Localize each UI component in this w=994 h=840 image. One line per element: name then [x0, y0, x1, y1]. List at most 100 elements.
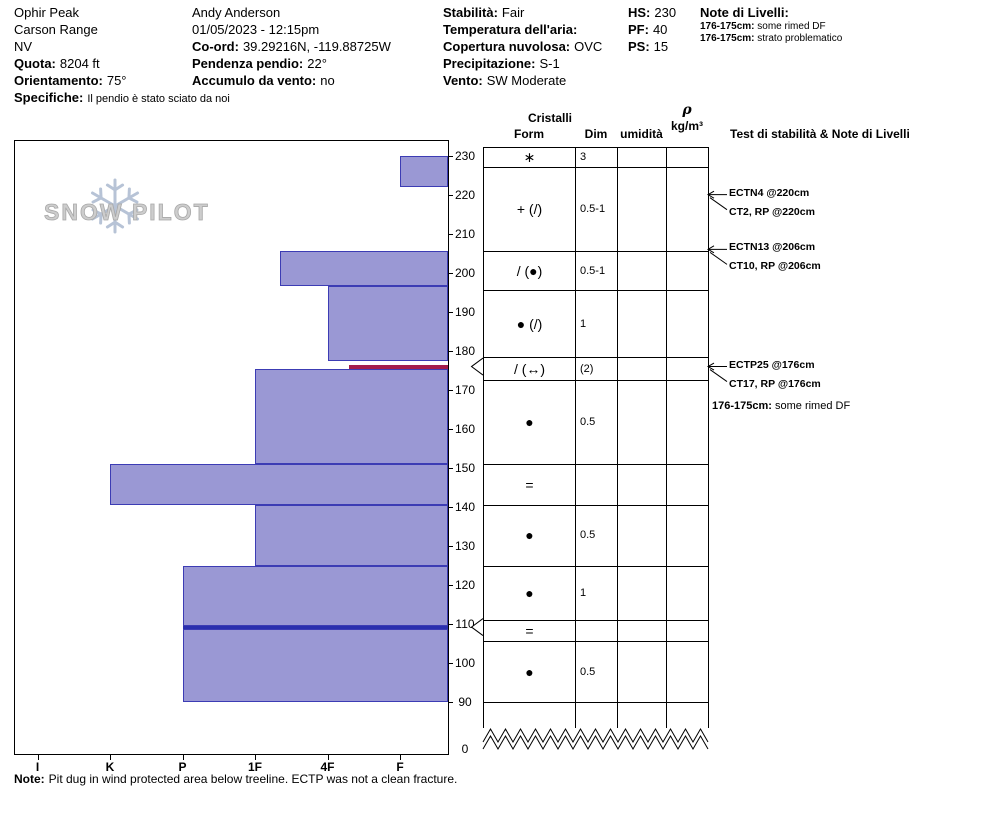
depth-axis-label: 180 [454, 343, 476, 358]
wind-loading: Accumulo da vento: no [192, 72, 391, 89]
hardness-layer-bar [255, 505, 448, 566]
depth-axis-label: 90 [458, 695, 472, 710]
depth-axis-tick [449, 272, 453, 274]
grain-form-symbol: = [525, 622, 534, 639]
slope-angle: Pendenza pendio: 22° [192, 55, 391, 72]
depth-axis-tick [449, 350, 453, 352]
grain-form-symbol: ● [525, 527, 534, 544]
table-column-border [708, 146, 709, 728]
grain-form-symbol: ● [525, 585, 534, 602]
sky-cover: Copertura nuvolosa: OVC [443, 38, 602, 55]
column-header-tests: Test di stabilità & Note di Livelli [730, 127, 910, 141]
site-specifics: Specifiche: Il pendio è stato sciato da n… [14, 89, 230, 106]
hardness-axis-label: K [105, 760, 115, 774]
grain-form-symbol: = [525, 476, 534, 493]
hardness-layer-bar [280, 251, 448, 287]
depth-axis-label: 100 [454, 656, 476, 671]
grain-form-symbol: ● [525, 663, 534, 680]
depth-axis-label: 140 [454, 500, 476, 515]
stability: Stabilità: Fair [443, 4, 602, 21]
column-header-density-unit: kg/m³ [670, 119, 703, 133]
aspect-value: 75° [106, 73, 127, 88]
stability-value: Fair [501, 5, 525, 20]
wind-value: SW Moderate [486, 73, 567, 88]
table-row-border [483, 702, 709, 704]
hardness-axis-label: 1F [247, 760, 262, 774]
site-aspect: Orientamento: 75° [14, 72, 230, 89]
hardness-axis-label: F [396, 760, 404, 774]
wind: Vento: SW Moderate [443, 72, 602, 89]
air-temp-label: Temperatura dell'aria: [443, 22, 578, 37]
table-row-border [483, 464, 709, 466]
layer-note-2-range: 176-175cm: [700, 32, 755, 44]
hs-value: 230 [654, 5, 677, 20]
table-column-border [666, 146, 667, 728]
total-snow-height: HS: 230 [628, 4, 676, 21]
grain-form-symbol: ● [525, 414, 534, 431]
test-result-label: ECTN4 @220cm [729, 186, 810, 199]
grain-size-value: 0.5-1 [580, 203, 606, 216]
column-header-dim: Dim [584, 127, 608, 141]
table-row-border [483, 565, 709, 567]
test-connector [709, 197, 728, 211]
precip-value: S-1 [539, 56, 560, 71]
layer-notes-column: Note di Livelli: 176-175cm: some rimed D… [700, 4, 842, 44]
site-state: NV [14, 39, 33, 54]
hardness-layer-bar [255, 369, 448, 465]
table-row-border [483, 167, 709, 169]
grain-size-value: 0.5-1 [580, 264, 606, 277]
ski-penetration: PS: 15 [628, 38, 676, 55]
grain-size-value: 3 [580, 150, 587, 163]
table-row-border [483, 380, 709, 382]
ct-result-label: CT2, RP @220cm [729, 205, 815, 218]
table-column-border [575, 146, 576, 728]
depth-axis-label: 190 [454, 304, 476, 319]
grain-size-value: 0.5 [580, 529, 596, 542]
table-row-border [483, 356, 709, 358]
pf-value: 40 [652, 22, 668, 37]
depth-axis-label: 160 [454, 422, 476, 437]
axis-break-zigzag [482, 734, 709, 751]
pf-label: PF: [628, 22, 649, 37]
depth-axis-label: 230 [454, 148, 476, 163]
hardness-axis-tick [110, 755, 111, 760]
depth-axis-label: 210 [454, 226, 476, 241]
depth-axis-tick [449, 663, 453, 665]
slope-value: 22° [307, 56, 327, 71]
ps-label: PS: [628, 39, 650, 54]
hardness-axis-tick [182, 755, 184, 760]
depth-axis-label: 110 [455, 617, 475, 632]
foot-penetration: PF: 40 [628, 21, 676, 38]
depth-axis-tick [449, 585, 453, 587]
table-row-border [483, 640, 709, 642]
coordinates: Co-ord: 39.29216N, -119.88725W [192, 38, 391, 55]
depth-axis-label: 150 [454, 461, 476, 476]
coord-label: Co-ord: [192, 39, 239, 54]
depth-axis-tick [449, 702, 453, 704]
grain-size-value: (2) [580, 362, 594, 375]
site-name: Ophir Peak [14, 5, 80, 20]
test-connector [709, 369, 728, 382]
specifics-value: Il pendio è stato sciato da noi [87, 93, 230, 105]
grain-form-symbol: ● (/) [516, 315, 543, 332]
layer-note-1-text: some rimed DF [757, 21, 826, 32]
slope-label: Pendenza pendio: [192, 56, 304, 71]
depth-axis-tick [449, 507, 453, 509]
stability-label: Stabilità: [443, 5, 498, 20]
observer-name: Andy Anderson [192, 5, 281, 20]
ps-value: 15 [653, 39, 669, 54]
site-elevation: Quota: 8204 ft [14, 55, 230, 72]
ct-result-label: CT17, RP @176cm [729, 377, 821, 390]
layer-note-1-range: 176-175cm: [700, 21, 755, 32]
test-result-label: ECTP25 @176cm [729, 358, 815, 371]
elevation-value: 8204 ft [59, 56, 100, 71]
depth-axis-tick [449, 155, 453, 157]
depth-axis-label: 120 [454, 578, 476, 593]
depth-axis-label: 220 [454, 187, 476, 202]
critical-layer-note-text: some rimed DF [771, 399, 851, 412]
snowpilot-logo-text: SNOW PILOT [44, 199, 210, 226]
depth-axis-tick [449, 311, 453, 313]
depth-axis-tick [449, 233, 453, 235]
